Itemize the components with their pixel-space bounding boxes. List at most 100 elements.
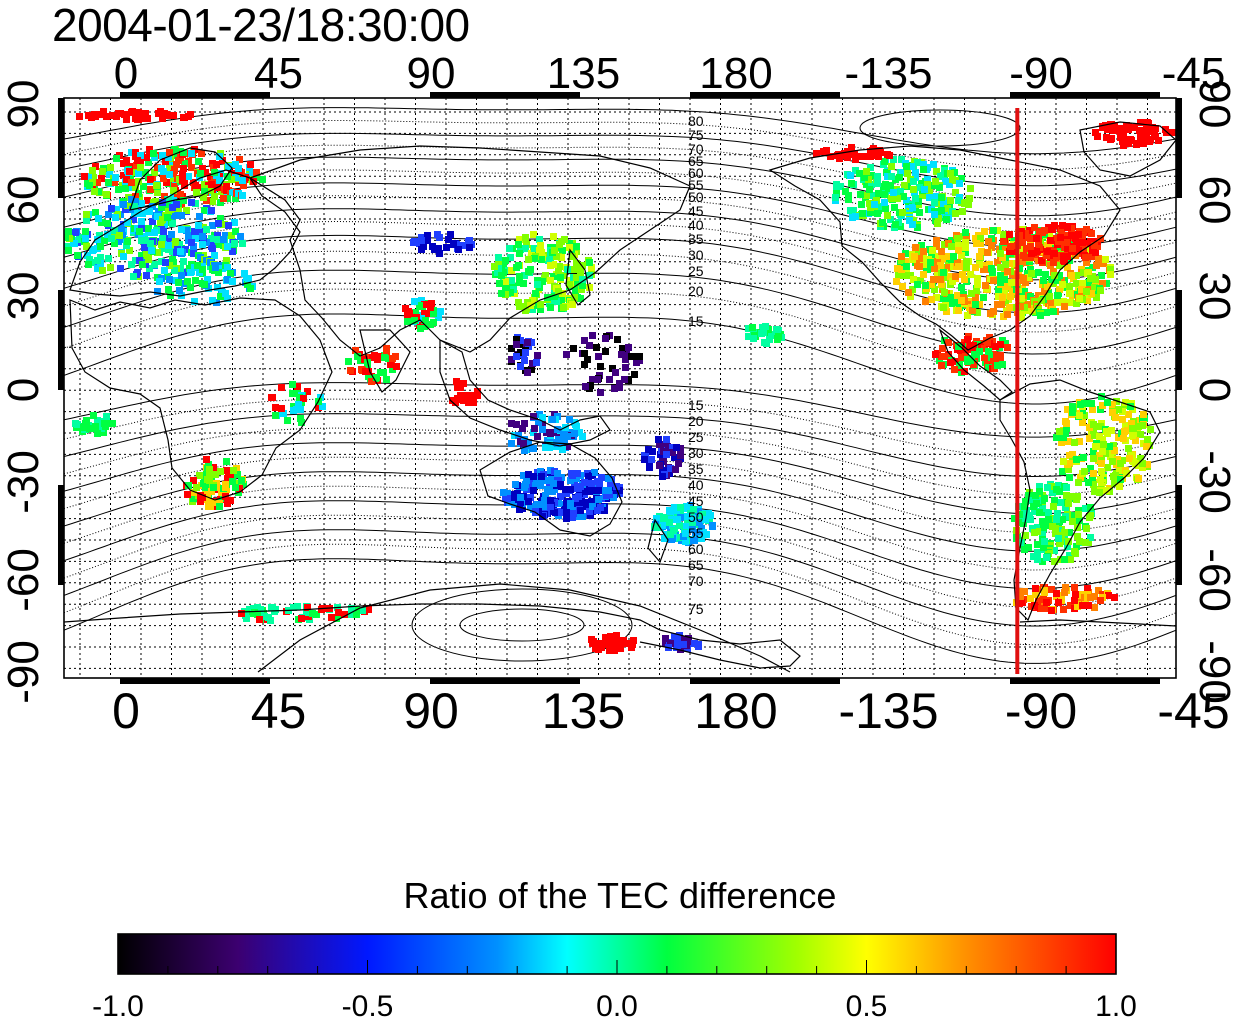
- tec-cell: [531, 255, 538, 262]
- tec-cell: [666, 507, 673, 514]
- tec-cell: [201, 188, 208, 195]
- tec-cell: [1114, 456, 1121, 463]
- tec-cell: [696, 519, 703, 526]
- tec-cell: [165, 154, 172, 161]
- tec-cell: [1004, 268, 1011, 275]
- tec-cell: [866, 200, 873, 207]
- tec-cell: [1035, 597, 1042, 604]
- tec-cell: [1111, 447, 1118, 454]
- tec-cell: [550, 480, 557, 487]
- tec-cell: [135, 170, 142, 177]
- contour-label-north: 30: [688, 247, 704, 263]
- tec-cell: [631, 371, 638, 378]
- tec-cell: [570, 345, 577, 352]
- tec-cell: [1137, 431, 1144, 438]
- tec-cell: [988, 265, 995, 272]
- tec-cell: [211, 469, 218, 476]
- tec-cell: [1066, 552, 1073, 559]
- tec-cell: [219, 157, 226, 164]
- tec-cell: [517, 363, 524, 370]
- tec-cell: [1039, 505, 1046, 512]
- tec-cell: [1045, 224, 1052, 231]
- y-tick-label-right: -30: [1190, 450, 1239, 514]
- frame-bar-bottom: [690, 678, 840, 684]
- tec-cell: [174, 190, 181, 197]
- tec-cell: [1069, 493, 1076, 500]
- tec-cell: [214, 484, 221, 491]
- tec-cell: [884, 151, 891, 158]
- tec-cell: [1066, 529, 1073, 536]
- tec-cell: [121, 111, 128, 118]
- tec-cell: [560, 429, 567, 436]
- frame-bar-bottom: [1010, 678, 1160, 684]
- tec-cell: [994, 259, 1001, 266]
- tec-cell: [573, 475, 580, 482]
- tec-cell: [145, 159, 152, 166]
- tec-cell: [571, 294, 578, 301]
- tec-cell: [598, 644, 605, 651]
- frame-bar-top: [1010, 92, 1160, 98]
- tec-cell: [928, 281, 935, 288]
- y-tick-label-right: 60: [1190, 176, 1239, 225]
- tec-cell: [208, 207, 215, 214]
- tec-cell: [655, 436, 662, 443]
- tec-cell: [602, 634, 609, 641]
- tec-cell: [104, 231, 111, 238]
- tec-cell: [411, 298, 418, 305]
- tec-cell: [884, 212, 891, 219]
- tec-cell: [1109, 401, 1116, 408]
- tec-cell: [958, 284, 965, 291]
- tec-cell: [417, 325, 424, 332]
- frame-bar-right: [1176, 290, 1182, 390]
- tec-cell: [973, 288, 980, 295]
- tec-cell: [845, 192, 852, 199]
- tec-cell: [1112, 414, 1119, 421]
- tec-cell: [1132, 460, 1139, 467]
- tec-cell: [175, 207, 182, 214]
- tec-cell: [515, 241, 522, 248]
- tec-cell: [985, 238, 992, 245]
- tec-cell: [138, 237, 145, 244]
- tec-cell: [1051, 250, 1058, 257]
- tec-cell: [1082, 254, 1089, 261]
- tec-cell: [939, 255, 946, 262]
- tec-cell: [1081, 468, 1088, 475]
- tec-cell: [938, 248, 945, 255]
- tec-cell: [1000, 313, 1007, 320]
- tec-cell: [1065, 438, 1072, 445]
- tec-cell: [112, 174, 119, 181]
- tec-cell: [869, 192, 876, 199]
- tec-cell: [1115, 406, 1122, 413]
- tec-cell: [1065, 466, 1072, 473]
- tec-cell: [216, 503, 223, 510]
- tec-cell: [1027, 293, 1034, 300]
- tec-cell: [956, 180, 963, 187]
- tec-cell: [892, 221, 899, 228]
- tec-cell: [474, 392, 481, 399]
- tec-cell: [622, 356, 629, 363]
- tec-cell: [92, 423, 99, 430]
- frame-bar-right: [1176, 485, 1182, 585]
- tec-cell: [1007, 293, 1014, 300]
- tec-cell: [1131, 124, 1138, 131]
- tec-cell: [250, 178, 257, 185]
- tec-cell: [1030, 503, 1037, 510]
- tec-cell: [195, 222, 202, 229]
- tec-cell: [981, 262, 988, 269]
- tec-cell: [1040, 277, 1047, 284]
- tec-cell: [210, 499, 217, 506]
- tec-cell: [553, 298, 560, 305]
- tec-cell: [920, 248, 927, 255]
- tec-cell: [972, 264, 979, 271]
- tec-cell: [85, 261, 92, 268]
- tec-cell: [847, 172, 854, 179]
- tec-cell: [1004, 311, 1011, 318]
- tec-cell: [166, 262, 173, 269]
- x-tick-label-bottom: 135: [542, 683, 625, 739]
- tec-cell: [237, 233, 244, 240]
- tec-cell: [1081, 400, 1088, 407]
- tec-cell: [553, 253, 560, 260]
- tec-cell: [193, 484, 200, 491]
- tec-cell: [220, 195, 227, 202]
- tec-cell: [1054, 292, 1061, 299]
